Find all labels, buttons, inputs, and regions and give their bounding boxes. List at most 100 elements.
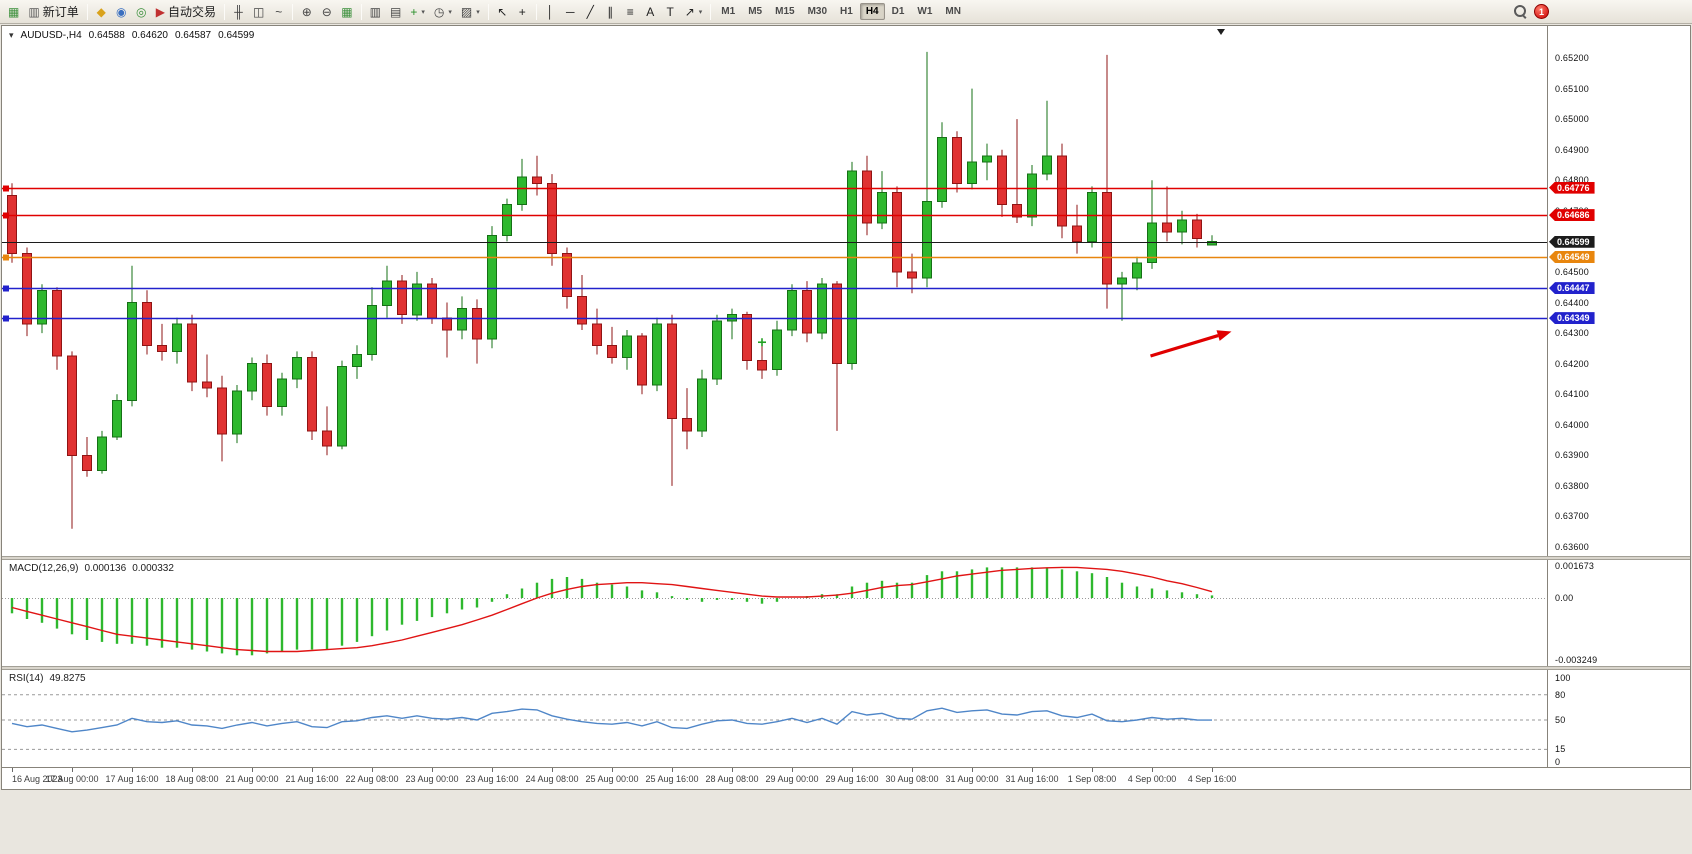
- chart-shift-marker[interactable]: [1217, 29, 1225, 35]
- fibonacci-tool-icon: ≡: [626, 4, 634, 19]
- timeframe-m1-button[interactable]: M1: [721, 6, 736, 17]
- timeframe-d1-button[interactable]: D1: [891, 6, 905, 17]
- candle: [337, 366, 347, 447]
- line-handle[interactable]: [3, 185, 9, 192]
- zoom-out-icon: ⊖: [321, 4, 332, 19]
- macd-label: MACD(12,26,9) 0.000136 0.000332: [9, 563, 174, 574]
- vertical-line-tool-icon: │: [546, 4, 554, 19]
- time-tick: [252, 768, 253, 772]
- rsi-canvas[interactable]: [2, 670, 1547, 767]
- templates-dropdown-caret[interactable]: ▾: [476, 8, 480, 16]
- bar-chart-mode-icon: ╫: [234, 4, 243, 19]
- macd-panel: 0.001673 0.00 -0.003249 MACD(12,26,9) 0.00…: [2, 560, 1690, 666]
- candle: [787, 289, 797, 331]
- rsi-label: RSI(14) 49.8275: [9, 673, 86, 684]
- candle: [487, 234, 497, 340]
- rsi-panel: 100 80 50 15 0 RSI(14) 49.8275: [2, 670, 1690, 767]
- candle: [217, 387, 227, 435]
- text-label-tool-icon: T: [666, 4, 674, 19]
- new-order-button[interactable]: ▥ 新订单: [24, 2, 82, 22]
- indicators-dropdown-caret[interactable]: ▾: [421, 8, 425, 16]
- rsi-scale-label: 80: [1555, 689, 1566, 700]
- timeframe-m5-button[interactable]: M5: [748, 6, 763, 17]
- notification-badge[interactable]: 1: [1534, 4, 1549, 19]
- arrow-annotation[interactable]: [1150, 334, 1219, 358]
- auto-trading-button[interactable]: ▶ 自动交易: [152, 2, 220, 22]
- candle: [127, 302, 137, 401]
- candle: [1207, 241, 1217, 246]
- timeframe-m15-button[interactable]: M15: [775, 6, 795, 17]
- periods-button[interactable]: ◷ ▾: [430, 2, 456, 22]
- equidistant-channel-tool-button[interactable]: ∥: [601, 2, 620, 22]
- arrows-tool-button[interactable]: ↗ ▾: [681, 2, 707, 22]
- horizontal-line-tool-button[interactable]: ─: [561, 2, 580, 22]
- indicators-button[interactable]: + ▾: [406, 2, 429, 22]
- candle: [742, 314, 752, 362]
- timeframe-h1-button[interactable]: H1: [840, 6, 853, 17]
- trend-line-tool-button[interactable]: ╱: [581, 2, 600, 22]
- toolbar-separator: [86, 3, 88, 20]
- text-label-tool-button[interactable]: T: [661, 2, 680, 22]
- macd-scale-label: 0.001673: [1555, 561, 1595, 572]
- zoom-out-button[interactable]: ⊖: [317, 2, 336, 22]
- candle: [862, 170, 872, 224]
- line-handle[interactable]: [3, 212, 9, 219]
- candle: [1117, 277, 1127, 285]
- zoom-in-button[interactable]: ⊕: [297, 2, 316, 22]
- time-tick: [492, 768, 493, 772]
- candle: [637, 335, 647, 386]
- time-tick: [972, 768, 973, 772]
- candle: [37, 289, 47, 325]
- time-tick: [192, 768, 193, 772]
- toolbar-right: 1: [1514, 4, 1549, 19]
- fibonacci-tool-button[interactable]: ≡: [621, 2, 640, 22]
- bar-chart-mode-button[interactable]: ╫: [229, 2, 248, 22]
- metaeditor-button[interactable]: ◆: [92, 2, 111, 22]
- timeframe-h4-button[interactable]: H4: [859, 3, 885, 20]
- panel-splitter-macd[interactable]: [2, 556, 1690, 560]
- candle: [712, 320, 722, 380]
- timeframe-m30-button[interactable]: M30: [807, 6, 828, 17]
- line-handle[interactable]: [3, 285, 9, 292]
- search-icon[interactable]: [1514, 5, 1527, 18]
- crosshair-button[interactable]: +: [513, 2, 532, 22]
- market-watch-button[interactable]: ◎: [132, 2, 151, 22]
- new-chart-button[interactable]: ▦: [4, 2, 23, 22]
- chart-shift-button[interactable]: ▤: [386, 2, 405, 22]
- toolbar-buttons: ▦ ▥ 新订单 ◆ ◉ ◎ ▶ 自动交易 ╫ ◫ ~ ⊕ ⊖ ▦ ▥ ▤ + ▾ ◷ ▾ ▨ ▾ ↖ + │ ─ ╱ ∥ ≡ A T ↗ ▾ M1…: [4, 2, 967, 22]
- arrows-tool-dropdown-caret[interactable]: ▾: [698, 8, 703, 16]
- timeframe-w1-button[interactable]: W1: [917, 6, 933, 17]
- templates-button[interactable]: ▨ ▾: [457, 2, 484, 22]
- periods-dropdown-caret[interactable]: ▾: [448, 8, 452, 16]
- cursor-button[interactable]: ↖: [493, 2, 512, 22]
- high-value: 0.64620: [131, 30, 168, 41]
- candle: [292, 357, 302, 380]
- text-tool-button[interactable]: A: [641, 2, 660, 22]
- candle: [1102, 192, 1112, 285]
- line-price-badge: 0.64776: [1549, 181, 1595, 194]
- one-click-trading-toggle[interactable]: ▾: [9, 30, 14, 40]
- timeframe-mn-button[interactable]: MN: [945, 6, 961, 17]
- candle: [802, 289, 812, 334]
- price-chart-panel: 0.65200 0.65100 0.65000 0.64900 0.648000.647…: [2, 26, 1690, 556]
- tile-windows-button[interactable]: ▦: [337, 2, 356, 22]
- time-tick: [372, 768, 373, 772]
- auto-scroll-button[interactable]: ▥: [366, 2, 385, 22]
- macd-canvas[interactable]: [2, 560, 1547, 666]
- toolbar-separator: [535, 3, 537, 20]
- arrow-annotation-head[interactable]: [1216, 330, 1232, 341]
- strategy-tester-button[interactable]: ◉: [112, 2, 131, 22]
- price-scale[interactable]: 0.65200 0.65100 0.65000 0.64900 0.648000.647…: [1548, 26, 1690, 556]
- vertical-line-tool-button[interactable]: │: [541, 2, 560, 22]
- panel-splitter-rsi[interactable]: [2, 666, 1690, 670]
- line-handle[interactable]: [3, 315, 9, 322]
- toolbar-separator: [223, 3, 225, 20]
- candlestick-mode-button[interactable]: ◫: [249, 2, 268, 22]
- price-chart-canvas[interactable]: [2, 26, 1547, 556]
- line-handle[interactable]: [3, 254, 9, 261]
- candle: [1192, 219, 1202, 239]
- line-chart-mode-button[interactable]: ~: [269, 2, 288, 22]
- candle: [877, 192, 887, 224]
- time-axis[interactable]: 16 Aug 2023 17 Aug 00:00 17 Aug 16:00 18 Au…: [2, 767, 1690, 789]
- price-tick-label: 0.64400: [1555, 297, 1589, 308]
